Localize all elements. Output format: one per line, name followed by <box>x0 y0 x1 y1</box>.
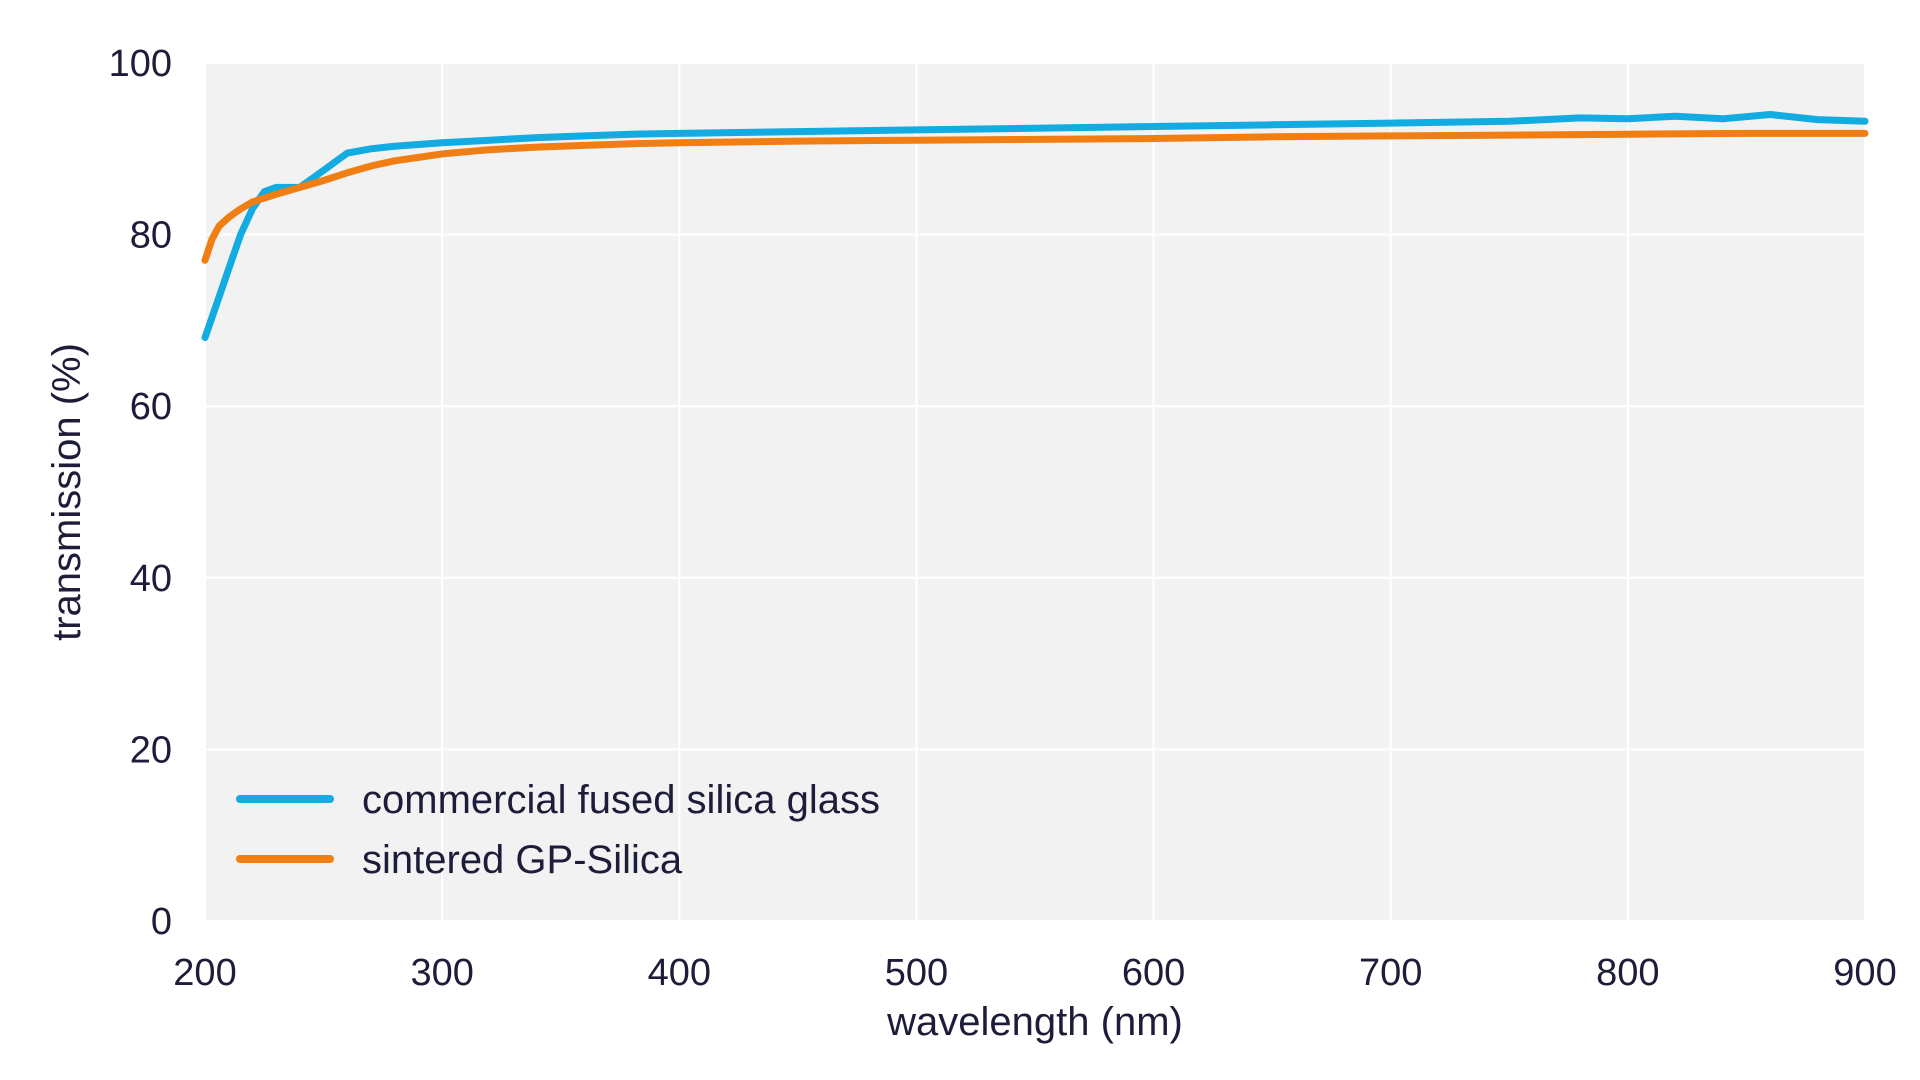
grid-lines <box>204 62 1866 922</box>
x-tick-label-900: 900 <box>1833 952 1896 994</box>
x-axis-ticks: 200 300 400 500 600 700 800 900 <box>173 952 1896 994</box>
y-tick-label-60: 60 <box>130 386 172 428</box>
x-tick-label-600: 600 <box>1122 952 1185 994</box>
x-axis-label: wavelength (nm) <box>886 1000 1183 1044</box>
x-tick-label-400: 400 <box>648 952 711 994</box>
x-tick-label-700: 700 <box>1359 952 1422 994</box>
series-layer <box>201 111 1869 342</box>
x-tick-label-200: 200 <box>173 952 236 994</box>
y-axis-label: transmission (%) <box>45 343 89 641</box>
y-tick-label-20: 20 <box>130 729 172 771</box>
y-tick-label-40: 40 <box>130 558 172 600</box>
x-tick-label-300: 300 <box>410 952 473 994</box>
plot-area <box>205 63 1865 921</box>
y-tick-label-80: 80 <box>130 215 172 257</box>
series-line-0 <box>201 111 1869 342</box>
series-line-1 <box>201 129 1869 264</box>
y-tick-label-0: 0 <box>151 901 172 943</box>
x-tick-label-800: 800 <box>1596 952 1659 994</box>
y-tick-label-100: 100 <box>109 43 172 85</box>
legend: commercial fused silica glass sintered G… <box>236 778 880 882</box>
y-axis-ticks: 0 20 40 60 80 100 <box>109 43 172 943</box>
legend-label-commercial: commercial fused silica glass <box>362 778 880 822</box>
legend-label-sintered: sintered GP-Silica <box>362 838 683 882</box>
x-tick-label-500: 500 <box>885 952 948 994</box>
